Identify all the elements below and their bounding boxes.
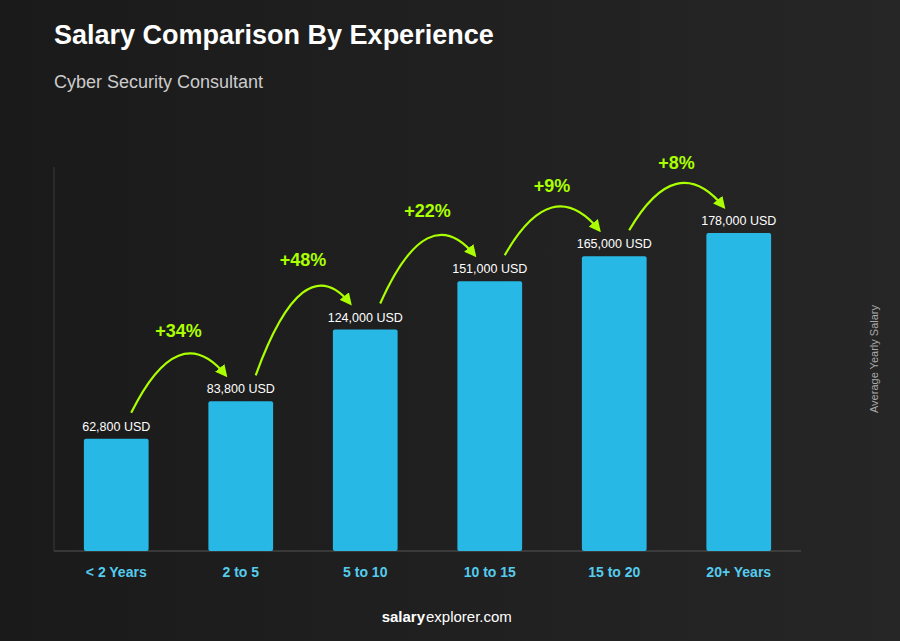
- change-label: +9%: [534, 176, 571, 196]
- footer: explorer.com: [426, 608, 512, 625]
- change-label: +34%: [155, 321, 202, 341]
- bar: [457, 281, 522, 551]
- x-tick-label: 20+ Years: [706, 564, 771, 580]
- title: Salary Comparison By Experience: [54, 20, 494, 50]
- bar: [84, 439, 149, 551]
- x-tick-label: 5 to 10: [343, 564, 388, 580]
- data-label: 62,800 USD: [82, 420, 150, 434]
- data-label: 178,000 USD: [701, 214, 776, 228]
- x-tick-label: 10 to 15: [464, 564, 516, 580]
- x-tick-label: 15 to 20: [588, 564, 640, 580]
- x-tick-label: < 2 Years: [86, 564, 147, 580]
- x-axis-line: [54, 551, 801, 552]
- x-tick-label: 2 to 5: [222, 564, 259, 580]
- bar: [706, 233, 771, 551]
- background: [0, 0, 900, 641]
- change-label: +48%: [280, 250, 327, 270]
- y-axis-line: [54, 167, 55, 551]
- subtitle: Cyber Security Consultant: [54, 72, 263, 92]
- bar: [208, 401, 273, 551]
- change-label: +22%: [404, 201, 451, 221]
- change-arrow: [256, 286, 351, 376]
- chart-container: Salary Comparison By Experience Cyber Sec…: [0, 0, 900, 641]
- chart-svg: Salary Comparison By Experience Cyber Sec…: [0, 0, 900, 641]
- data-label: 124,000 USD: [328, 311, 403, 325]
- bar: [582, 256, 647, 551]
- change-arrow: [131, 353, 226, 412]
- y-axis-label: Average Yearly Salary: [868, 304, 880, 413]
- bar: [333, 330, 398, 551]
- change-arrow: [380, 235, 475, 304]
- change-arrow: [505, 206, 600, 255]
- footer: salary: [382, 608, 426, 625]
- data-label: 151,000 USD: [452, 262, 527, 276]
- bars: [84, 233, 771, 551]
- data-label: 165,000 USD: [577, 237, 652, 251]
- change-arrow: [629, 183, 724, 230]
- data-label: 83,800 USD: [207, 382, 275, 396]
- change-label: +8%: [658, 153, 695, 173]
